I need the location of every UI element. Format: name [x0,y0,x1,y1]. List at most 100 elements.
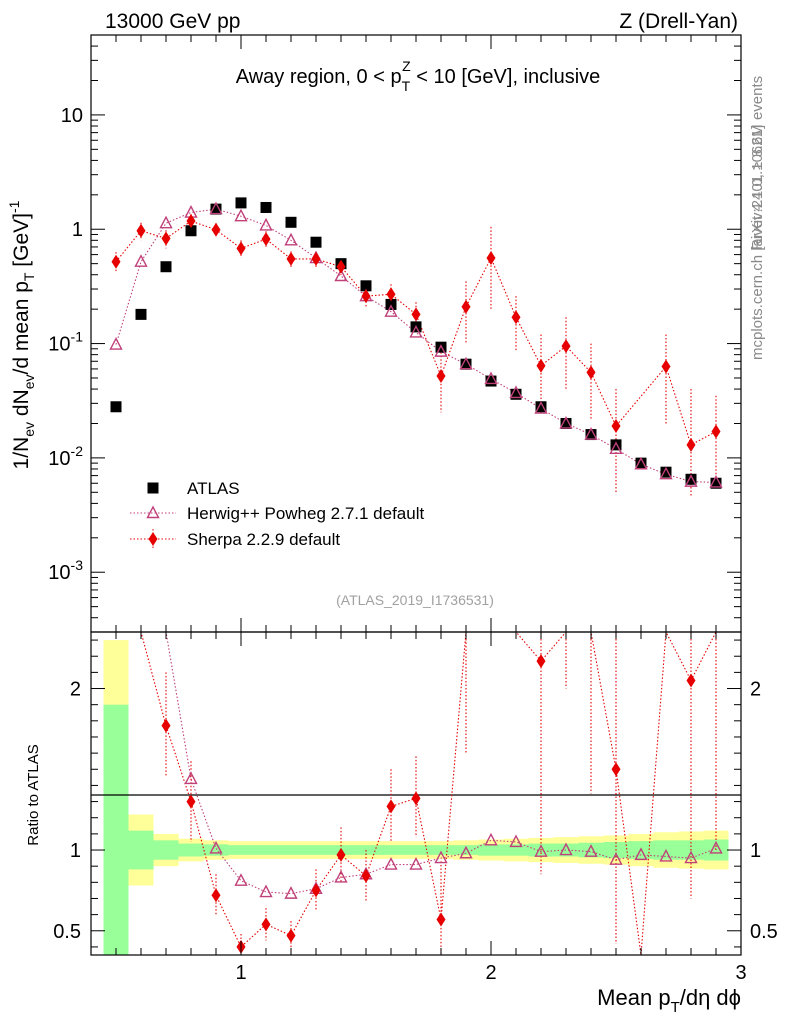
sherpa-point [561,339,571,354]
sherpa-point [186,214,196,229]
sherpa-point [136,223,146,238]
ratio-herwig-point [209,840,223,854]
ratio-herwig-point [259,884,273,898]
ratio-herwig-point [534,844,548,857]
herwig-line [115,208,717,483]
main-axis-ticks: 10-3 10-2 10-1 1 10 [48,34,742,633]
sherpa-point [211,222,221,237]
herwig-point [384,304,398,317]
herwig-point [234,208,248,222]
atlas-point [635,457,647,469]
stat-band [253,845,279,855]
energy-label: 13000 GeV pp [105,10,240,33]
ratio-herwig-point [434,850,448,864]
stat-band [303,845,329,855]
sherpa-point [111,254,121,269]
sherpa-point [161,231,171,246]
ratio-y-tick-label-right: 1 [750,840,761,862]
stat-band [228,845,254,855]
ratio-herwig-point [334,869,348,883]
ratio-herwig-point [409,857,423,870]
ratio-sherpa-point [436,912,446,927]
stat-band [578,842,604,858]
legend-label: Sherpa 2.2.9 default [187,530,340,549]
legend: ATLAS Herwig++ Powheg 2.7.1 default Sherpa… [130,479,424,549]
herwig-point [709,474,723,488]
ratio-herwig-point [459,845,473,859]
ratio-y-tick-label-right: 2 [750,679,761,701]
atlas-point [110,401,122,413]
ratio-herwig-point [484,832,498,846]
ratio-herwig-point [659,848,673,862]
atlas-point [160,261,172,273]
legend-label: ATLAS [187,479,240,498]
herwig-point [684,474,698,487]
herwig-point [459,356,473,370]
sherpa-point [711,424,721,439]
sherpa-point [386,287,396,302]
ratio-herwig-point [234,873,248,886]
atlas-point [685,473,697,485]
herwig-point [659,466,673,480]
y-tick-label: 1 [72,219,83,241]
analysis-tag: (ATLAS_2019_I1736531) [336,592,494,608]
stat-band [403,845,429,855]
herwig-point [559,415,573,429]
herwig-point [509,385,523,399]
atlas-point [660,466,672,478]
legend-atlas-marker [147,482,159,494]
ratio-sherpa-point [261,917,271,932]
source-label: mcplots.cern.ch [arXiv:2401.10621] [749,125,766,360]
ratio-sherpa-point [361,868,371,883]
ratio-sherpa-point [411,791,421,806]
herwig-point [609,441,623,455]
ratio-herwig-point [184,771,198,785]
ratio-sherpa-point [161,718,171,733]
stat-band [128,830,154,870]
sherpa-point [586,365,596,380]
y-tick-label: 10-2 [48,443,83,470]
main-title: Away region, 0 < pTZ < 10 [GeV], inclusi… [236,58,601,94]
atlas-point [560,417,572,429]
x-tick-label: 3 [735,962,746,984]
stat-band [203,844,229,856]
atlas-point [210,203,222,215]
ratio-y-tick-label-right: 0.5 [750,921,778,943]
ratio-sherpa-point [336,847,346,862]
ratio-sherpa-point [536,654,546,669]
sherpa-point [661,359,671,374]
atlas-point [460,358,472,370]
sherpa-point [436,369,446,384]
herwig-point [109,337,123,350]
sherpa-point [611,419,621,434]
sherpa-point [461,299,471,314]
atlas-point [260,201,272,213]
ratio-herwig-point [634,847,648,861]
ratio-sherpa-point [686,673,696,688]
rivet-label: Rivet 4.1.0, ≥ 3.6M events [749,76,766,250]
sherpa-point [236,241,246,256]
herwig-point [259,217,273,231]
atlas-point [585,429,597,441]
herwig-point [159,215,173,229]
stat-band [378,845,404,855]
sherpa-point [336,259,346,274]
ratio-herwig-point [284,886,298,899]
main-panel: 10-3 10-2 10-1 1 10 Away region, 0 < pTZ < 1… [6,34,742,633]
ratio-y-axis-label: Ratio to ATLAS [25,744,42,845]
sherpa-point [686,437,696,452]
x-tick-label: 2 [485,962,496,984]
atlas-point [185,225,197,237]
main-y-axis-label: 1/Nev dNev/d mean pT [GeV]-1 [6,200,37,469]
sherpa-point [261,232,271,247]
ratio-herwig-point [559,842,573,856]
stat-band [478,844,504,856]
ratio-y-tick-label: 0.5 [53,921,81,943]
sherpa-point [411,307,421,322]
y-tick-label: 10-1 [48,329,83,356]
herwig-point [434,344,448,357]
legend-herwig-marker [146,505,160,519]
ratio-panel: 0.5 0.5 1 1 2 2 1 2 3 Ratio to ATLAS Mean pT/dη … [25,630,778,1016]
stat-band [278,845,304,855]
herwig-point [334,268,348,282]
